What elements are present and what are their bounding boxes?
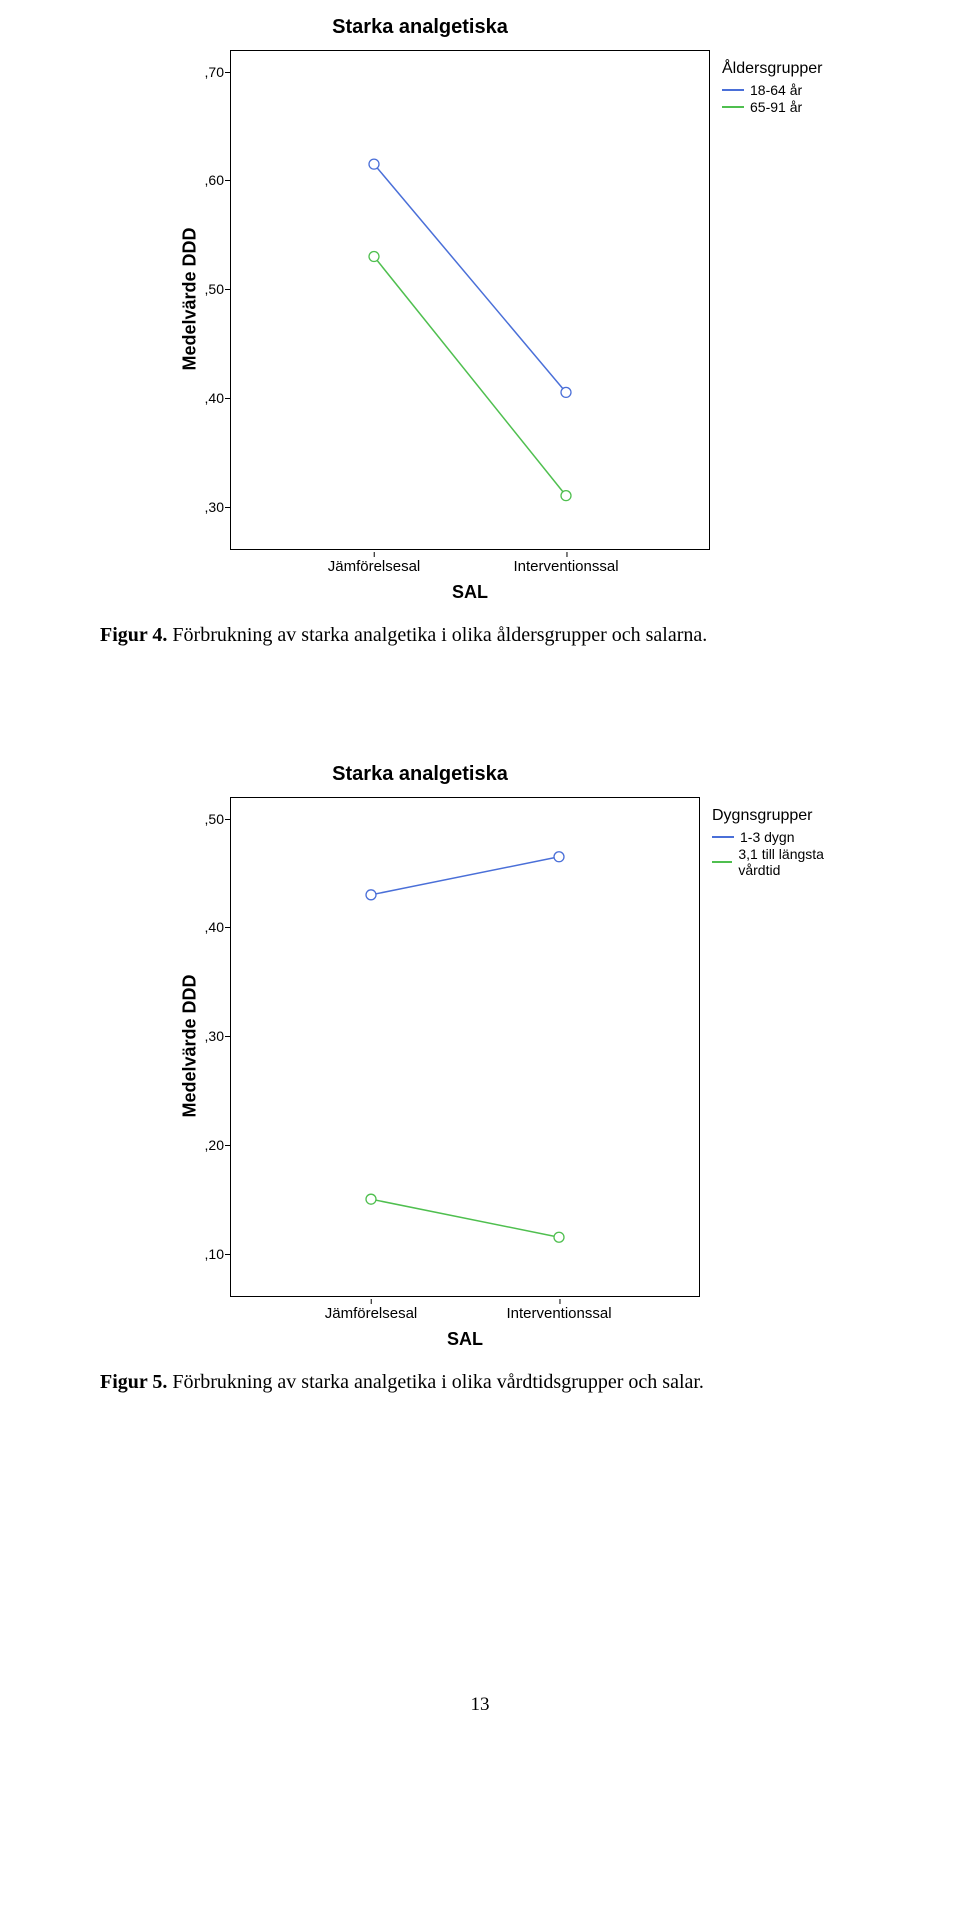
legend-label: 1-3 dygn <box>740 829 794 845</box>
x-tick: Interventionssal <box>506 1305 611 1322</box>
data-point <box>554 1232 564 1242</box>
legend-title: Dygnsgrupper <box>712 807 860 825</box>
page-number: 13 <box>100 1694 860 1716</box>
legend: Åldersgrupper 18-64 år65-91 år <box>722 60 823 116</box>
data-point <box>554 852 564 862</box>
legend-swatch <box>712 836 734 838</box>
x-axis-label: SAL <box>230 1329 700 1350</box>
legend-swatch <box>722 89 744 91</box>
data-point <box>366 1194 376 1204</box>
legend-item: 18-64 år <box>722 82 823 98</box>
legend-label: 18-64 år <box>750 82 802 98</box>
legend-swatch <box>722 106 744 108</box>
x-tick: Jämförelsesal <box>328 558 421 575</box>
data-point <box>366 890 376 900</box>
figure-5-caption-text: Förbrukning av starka analgetika i olika… <box>172 1371 704 1393</box>
series-line <box>371 857 559 895</box>
chart-5: Starka analgetiska ,10,20,30,40,50Jämför… <box>100 757 860 1357</box>
series-line <box>374 164 566 392</box>
figure-5: Starka analgetiska ,10,20,30,40,50Jämför… <box>100 757 860 1394</box>
x-axis-label: SAL <box>230 582 710 603</box>
figure-5-caption: Figur 5. Förbrukning av starka analgetik… <box>100 1371 860 1394</box>
legend-title: Åldersgrupper <box>722 60 823 78</box>
figure-4-caption: Figur 4. Förbrukning av starka analgetik… <box>100 624 860 647</box>
chart-svg <box>100 757 710 1307</box>
figure-4: Starka analgetiska ,30,40,50,60,70Jämför… <box>100 10 860 647</box>
x-tick: Jämförelsesal <box>325 1305 418 1322</box>
figure-5-caption-label: Figur 5. <box>100 1371 167 1393</box>
legend-swatch <box>712 861 732 863</box>
figure-4-caption-text: Förbrukning av starka analgetika i olika… <box>172 624 707 646</box>
legend-label: 3,1 till längsta vårdtid <box>738 846 860 878</box>
data-point <box>369 252 379 262</box>
legend-label: 65-91 år <box>750 99 802 115</box>
data-point <box>369 159 379 169</box>
x-tick: Interventionssal <box>513 558 618 575</box>
series-line <box>374 257 566 496</box>
page: Starka analgetiska ,30,40,50,60,70Jämför… <box>0 0 960 1776</box>
data-point <box>561 387 571 397</box>
legend-item: 3,1 till längsta vårdtid <box>712 846 860 878</box>
legend-item: 1-3 dygn <box>712 829 860 845</box>
chart-4: Starka analgetiska ,30,40,50,60,70Jämför… <box>100 10 860 610</box>
figure-4-caption-label: Figur 4. <box>100 624 167 646</box>
series-line <box>371 1199 559 1237</box>
legend-item: 65-91 år <box>722 99 823 115</box>
chart-svg <box>100 10 720 560</box>
legend: Dygnsgrupper 1-3 dygn3,1 till längsta vår… <box>712 807 860 879</box>
data-point <box>561 491 571 501</box>
